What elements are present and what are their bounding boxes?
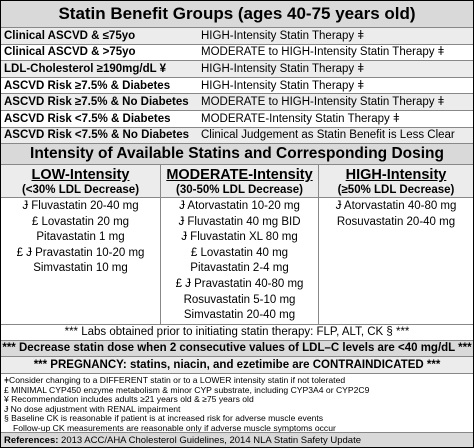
column-body: Ɉ Atorvastatin 40-80 mg Rosuvastatin 20-4… xyxy=(319,198,473,324)
drug-dose: £ Ɉ Pravastatin 10-20 mg xyxy=(16,246,145,259)
benefit-row: ASCVD Risk ≥7.5% & No Diabetes MODERATE t… xyxy=(1,94,473,111)
drug-dose: £ Lovastatin 40 mg xyxy=(190,246,289,259)
drug-dose: Pitavastatin 2-4 mg xyxy=(190,262,289,275)
note: *** PREGNANCY: statins, niacin, and ezet… xyxy=(33,358,441,371)
column-subtitle: (≥50% LDL Decrease) xyxy=(337,184,455,196)
drug-dose: Rosuvastatin 20-40 mg xyxy=(336,215,456,228)
benefit-group: Clinical ASCVD & >75yo xyxy=(4,46,136,59)
note-row: *** PREGNANCY: statins, niacin, and ezet… xyxy=(1,357,473,374)
recommendation: MODERATE to HIGH-Intensity Statin Therap… xyxy=(201,96,445,109)
footnote: § Baseline CK is reasonable if patient i… xyxy=(4,413,324,424)
recommendation: HIGH-Intensity Statin Therapy ǂ xyxy=(201,62,365,75)
note: *** Labs obtained prior to initiating st… xyxy=(64,326,410,339)
benefit-row: LDL-Cholesterol ≥190mg/dL ¥ HIGH-Intensit… xyxy=(1,61,473,78)
recommendation: HIGH-Intensity Statin Therapy ǂ xyxy=(201,79,365,92)
column-body: Ɉ Fluvastatin 20-40 mg £ Lovastatin 20 mg… xyxy=(1,198,161,324)
column-header: MODERATE-Intensity (30-50% LDL Decrease) xyxy=(161,165,319,198)
benefit-group: Clinical ASCVD & ≤75yo xyxy=(4,29,136,42)
benefit-title: Statin Benefit Groups (ages 40-75 years … xyxy=(58,4,416,23)
footnote: ǂConsider changing to a DIFFERENT statin… xyxy=(4,375,346,385)
drug-dose: Simvastatin 10 mg xyxy=(33,262,128,275)
note-row: *** Labs obtained prior to initiating st… xyxy=(1,324,473,341)
column-title: LOW-Intensity xyxy=(31,167,130,183)
benefit-row: Clinical ASCVD & ≤75yo HIGH-Intensity Sta… xyxy=(1,28,473,45)
benefit-row: ASCVD Risk <7.5% & No Diabetes Clinical J… xyxy=(1,127,473,145)
column-header: LOW-Intensity (<30% LDL Decrease) xyxy=(1,165,161,198)
drug-dose: Simvastatin 20-40 mg xyxy=(183,309,296,322)
benefit-group: LDL-Cholesterol ≥190mg/dL ¥ xyxy=(4,62,167,75)
drug-dose: Ɉ Fluvastatin 20-40 mg xyxy=(22,200,139,212)
benefit-row: Clinical ASCVD & >75yo MODERATE to HIGH-I… xyxy=(1,45,473,62)
references: References: 2013 ACC/AHA Cholesterol Gui… xyxy=(1,432,473,447)
column-body: Ɉ Atorvastatin 10-20 mg Ɉ Fluvastatin 40 … xyxy=(161,198,319,324)
footnote: Ɉ No dose adjustment with RENAL impairme… xyxy=(4,403,181,414)
references-line: References: 2013 ACC/AHA Cholesterol Gui… xyxy=(4,433,361,447)
drug-dose: £ Ɉ Pravastatin 40-80 mg xyxy=(175,277,304,290)
note: *** Decrease statin dose when 2 consecut… xyxy=(2,342,472,355)
references-text: 2013 ACC/AHA Cholesterol Guidelines, 201… xyxy=(61,434,361,446)
footnote: ¥ Recommendation includes adults ≥21 yea… xyxy=(4,394,254,405)
footnote: £ MINIMAL CYP450 enzyme metabolism & min… xyxy=(4,384,370,395)
benefit-row: ASCVD Risk <7.5% & Diabetes MODERATE-Inte… xyxy=(1,111,473,128)
benefit-row: ASCVD Risk ≥7.5% & Diabetes HIGH-Intensit… xyxy=(1,78,473,95)
references-label: References: xyxy=(4,434,59,446)
column-title: MODERATE-Intensity xyxy=(166,167,313,183)
recommendation: MODERATE to HIGH-Intensity Statin Therap… xyxy=(201,46,445,59)
benefit-group: ASCVD Risk ≥7.5% & No Diabetes xyxy=(4,96,189,109)
drug-dose: £ Lovastatin 20 mg xyxy=(31,215,130,228)
drug-dose: Ɉ Atorvastatin 10-20 mg xyxy=(179,200,300,212)
benefit-group: ASCVD Risk ≥7.5% & Diabetes xyxy=(4,79,171,92)
recommendation: HIGH-Intensity Statin Therapy ǂ xyxy=(201,29,365,42)
drug-dose: Rosuvastatin 5-10 mg xyxy=(183,293,296,306)
dosing-header: Intensity of Available Statins and Corre… xyxy=(1,144,473,165)
note-row: *** Decrease statin dose when 2 consecut… xyxy=(1,340,473,357)
footnote: Follow-up CK measurements are reasonable… xyxy=(13,423,336,433)
benefit-header: Statin Benefit Groups (ages 40-75 years … xyxy=(1,1,473,28)
column-header: HIGH-Intensity (≥50% LDL Decrease) xyxy=(319,165,473,198)
drug-dose: Ɉ Atorvastatin 40-80 mg xyxy=(335,200,457,212)
drug-dose: Ɉ Fluvastatin XL 80 mg xyxy=(181,231,298,244)
benefit-group: ASCVD Risk <7.5% & Diabetes xyxy=(4,112,171,125)
drug-dose: Ɉ Fluvastatin 40 mg BID xyxy=(178,215,301,228)
dosing-title: Intensity of Available Statins and Corre… xyxy=(30,145,444,162)
recommendation: Clinical Judgement as Statin Benefit is … xyxy=(201,129,455,142)
column-subtitle: (<30% LDL Decrease) xyxy=(21,184,140,196)
benefit-group: ASCVD Risk <7.5% & No Diabetes xyxy=(4,129,190,142)
column-title: HIGH-Intensity xyxy=(345,167,447,183)
recommendation: MODERATE-Intensity Statin Therapy ǂ xyxy=(201,112,400,125)
column-subtitle: (30-50% LDL Decrease) xyxy=(176,184,303,196)
drug-dose: Pitavastatin 1 mg xyxy=(36,231,125,244)
